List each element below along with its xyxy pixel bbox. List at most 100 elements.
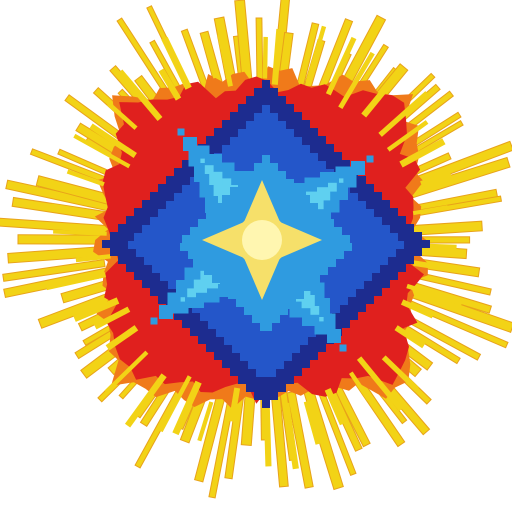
mid-ring-row xyxy=(232,345,300,353)
ray xyxy=(7,245,115,264)
inner-ray xyxy=(172,380,202,436)
arm-pixel xyxy=(319,317,324,322)
inner-ray xyxy=(228,387,241,422)
inner-ray-fill xyxy=(158,375,192,433)
inner-ray-fill xyxy=(271,28,283,85)
inner-ring-row xyxy=(236,299,296,307)
inner-ray-fill xyxy=(53,229,107,236)
inner-ray xyxy=(283,402,299,470)
ray-fill xyxy=(314,19,352,102)
inner-ray xyxy=(197,401,214,442)
inner-ray xyxy=(262,36,268,79)
inner-ray-fill xyxy=(93,306,131,330)
outer-ring-row xyxy=(262,80,270,88)
inner-ray-fill xyxy=(338,51,375,110)
inner-ray xyxy=(356,356,404,412)
inner-ray-fill xyxy=(356,356,404,412)
inner-ray xyxy=(73,297,120,322)
ray-fill xyxy=(225,393,244,479)
mid-ring-row xyxy=(216,329,316,337)
inner-ray-fill xyxy=(303,400,322,445)
inner-ray xyxy=(53,229,107,236)
inner-ray xyxy=(303,400,322,445)
mid-ring-row xyxy=(254,113,278,121)
arm-pixel xyxy=(339,344,347,352)
ray-fill xyxy=(8,246,114,263)
inner-ray xyxy=(66,169,105,187)
ray xyxy=(269,374,289,488)
inner-ray xyxy=(93,306,131,330)
inner-ray-fill xyxy=(406,283,463,306)
inner-ray xyxy=(203,40,220,79)
outer-ring-row xyxy=(238,376,294,384)
inner-ring-row xyxy=(262,155,270,163)
inner-ray xyxy=(378,91,429,137)
inner-ray-fill xyxy=(378,91,429,137)
outer-ring-row xyxy=(246,96,286,104)
mid-ring-row xyxy=(240,353,292,361)
mid-ring-row xyxy=(224,337,308,345)
inner-ray-fill xyxy=(203,40,220,79)
inner-ray-fill xyxy=(400,299,435,319)
inner-ray-fill xyxy=(161,36,192,90)
ray xyxy=(224,392,245,480)
inner-ray-fill xyxy=(412,205,449,216)
inner-ray xyxy=(413,260,455,273)
inner-ray xyxy=(158,68,182,101)
inner-ray-fill xyxy=(361,87,388,118)
inner-ray xyxy=(412,205,449,216)
inner-ray xyxy=(117,69,163,122)
ray xyxy=(292,22,320,101)
ray xyxy=(3,263,126,299)
inner-ray xyxy=(305,25,327,83)
ray-fill xyxy=(6,180,128,215)
inner-ray-fill xyxy=(420,170,452,188)
inner-ray-fill xyxy=(324,388,346,426)
inner-ray-fill xyxy=(262,36,268,79)
inner-ray xyxy=(386,120,429,152)
inner-ray-fill xyxy=(399,138,446,168)
inner-ray xyxy=(271,28,283,85)
inner-ray-fill xyxy=(348,371,371,402)
ray xyxy=(5,179,129,216)
inner-ray xyxy=(75,254,111,263)
mid-ring-row xyxy=(256,369,276,377)
inner-ray-fill xyxy=(283,402,299,470)
ray xyxy=(313,18,354,103)
inner-ray xyxy=(412,226,462,234)
inner-ray xyxy=(161,36,192,90)
inner-ray-fill xyxy=(73,297,120,322)
inner-ray xyxy=(124,373,167,428)
inner-ray-fill xyxy=(75,254,111,263)
arm-pixel xyxy=(159,305,173,319)
inner-ring-row xyxy=(252,315,280,323)
ray xyxy=(234,0,254,93)
ray-fill xyxy=(287,392,313,488)
inner-ray xyxy=(324,388,346,426)
inner-ray-fill xyxy=(45,272,107,291)
inner-ring-row xyxy=(244,307,288,315)
inner-ray-fill xyxy=(263,407,272,467)
inner-ring-row xyxy=(228,291,304,299)
arm-pixel xyxy=(193,279,207,293)
arm-pixel xyxy=(183,137,197,151)
inner-ring-row xyxy=(260,323,272,331)
ray xyxy=(17,234,103,245)
ray xyxy=(404,236,471,244)
arm-pixel xyxy=(310,306,320,315)
inner-ray-fill xyxy=(386,120,429,152)
ray-fill xyxy=(302,383,343,489)
ray-fill xyxy=(405,237,470,243)
inner-ray-fill xyxy=(197,401,214,442)
ray-fill xyxy=(270,375,288,487)
ray-fill xyxy=(397,321,460,363)
inner-ray xyxy=(158,375,192,433)
arm-pixel xyxy=(209,171,223,185)
inner-ray-fill xyxy=(107,102,138,130)
inner-ray-fill xyxy=(325,36,357,96)
mid-ring-row xyxy=(230,137,302,145)
inner-ray-fill xyxy=(172,380,202,436)
arm-pixel xyxy=(150,317,158,325)
inner-ray xyxy=(107,102,138,130)
